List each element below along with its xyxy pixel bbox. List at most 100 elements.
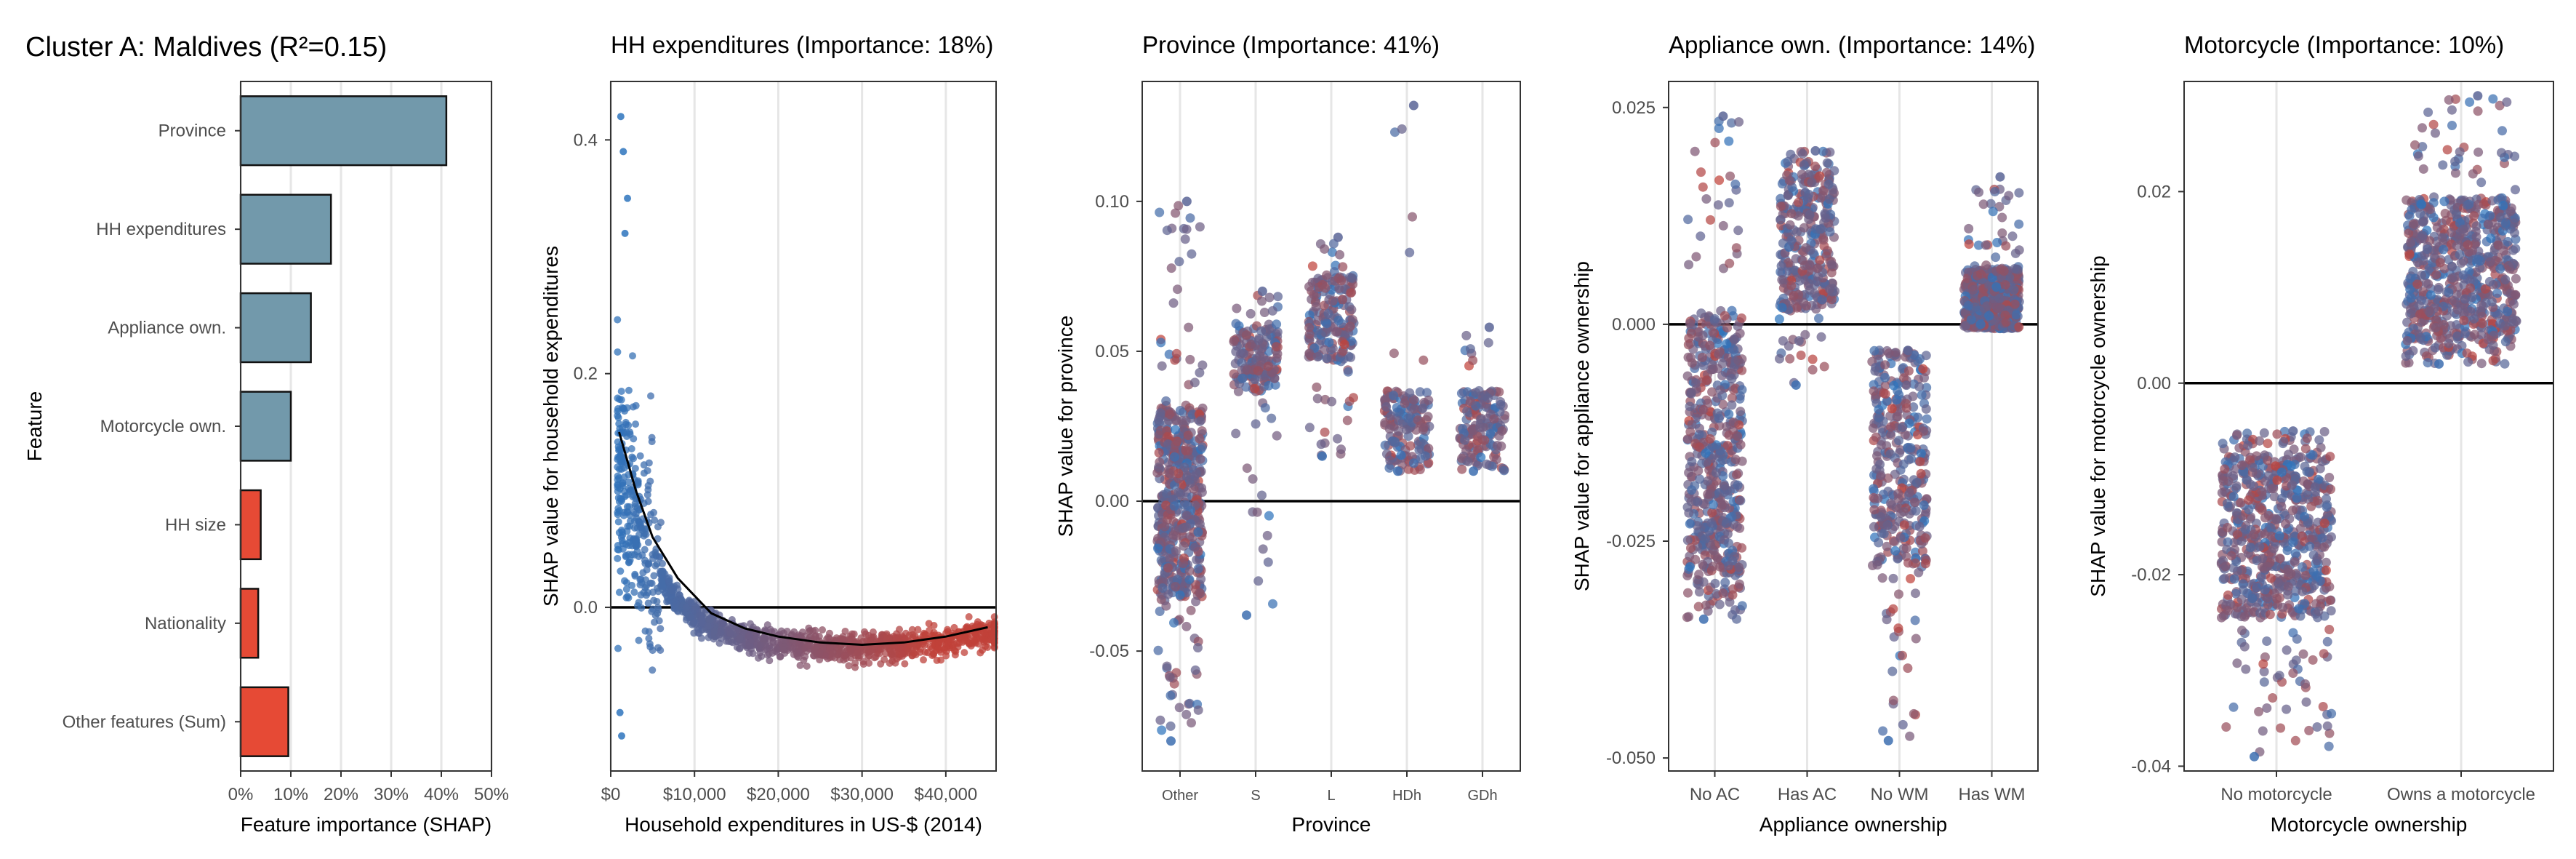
- data-point: [1873, 493, 1883, 503]
- data-point: [1903, 366, 1914, 376]
- data-point: [1690, 146, 1700, 156]
- data-point: [622, 586, 630, 594]
- data-point: [1320, 427, 1330, 437]
- data-point: [1888, 573, 1898, 583]
- data-point: [2004, 191, 2014, 201]
- data-point: [657, 647, 665, 655]
- data-point: [1701, 600, 1711, 610]
- data-point: [1693, 602, 1704, 612]
- data-point: [1465, 344, 1475, 354]
- data-point: [1734, 117, 1744, 127]
- data-point: [628, 581, 636, 589]
- data-point: [697, 615, 705, 623]
- y-axis-label: Feature: [23, 391, 46, 462]
- data-point: [1797, 149, 1807, 159]
- data-point: [1272, 349, 1283, 359]
- data-point: [842, 655, 850, 663]
- data-point: [629, 403, 637, 411]
- data-point: [2327, 708, 2337, 719]
- data-point: [1869, 505, 1879, 515]
- data-point: [1460, 435, 1470, 445]
- data-point: [1794, 336, 1804, 346]
- data-point: [1185, 213, 1195, 223]
- data-point: [2256, 572, 2266, 583]
- data-point: [614, 505, 622, 513]
- data-point: [2324, 741, 2334, 751]
- data-point: [1821, 213, 1831, 223]
- data-point: [1332, 327, 1342, 337]
- data-point: [1707, 387, 1717, 397]
- data-point: [1686, 328, 1696, 338]
- data-point: [1161, 601, 1171, 611]
- data-point: [2303, 494, 2314, 504]
- data-point: [646, 640, 654, 648]
- data-point: [1250, 375, 1260, 385]
- data-point: [1179, 559, 1188, 569]
- data-point: [1682, 434, 1693, 444]
- data-point: [1343, 367, 1353, 377]
- data-point: [621, 577, 629, 585]
- data-point: [1337, 295, 1347, 305]
- data-point: [1183, 431, 1193, 440]
- data-point: [1184, 575, 1195, 585]
- data-point: [1882, 521, 1892, 530]
- data-point: [1397, 124, 1407, 134]
- data-point: [819, 626, 827, 634]
- data-point: [1392, 402, 1402, 412]
- data-point: [1920, 533, 1930, 543]
- data-point: [1268, 599, 1277, 609]
- data-point: [954, 643, 962, 651]
- data-point: [1972, 271, 1982, 281]
- data-point: [1960, 321, 1970, 331]
- data-point: [1777, 275, 1787, 285]
- data-point: [688, 599, 696, 607]
- data-point: [1911, 588, 1920, 599]
- data-point: [1195, 367, 1205, 377]
- y-tick-label: Nationality: [145, 614, 226, 634]
- data-point: [933, 656, 941, 664]
- data-point: [1905, 731, 1915, 741]
- data-point: [2279, 426, 2290, 436]
- data-point: [2014, 322, 2024, 332]
- data-point: [1736, 440, 1746, 450]
- data-point: [1715, 562, 1725, 572]
- data-point: [1316, 439, 1326, 450]
- data-point: [1815, 193, 1826, 203]
- data-point: [687, 613, 695, 621]
- data-point: [1335, 249, 1345, 260]
- data-point: [1197, 360, 1208, 370]
- data-point: [963, 624, 971, 632]
- y-tick-label: -0.025: [1606, 532, 1656, 551]
- data-point: [1414, 445, 1424, 455]
- data-point: [1792, 227, 1802, 237]
- data-point: [2257, 487, 2267, 497]
- data-point: [2282, 645, 2292, 655]
- data-point: [2284, 450, 2293, 460]
- data-point: [1264, 380, 1274, 391]
- bar-province: [239, 95, 448, 167]
- data-point: [1979, 303, 1989, 313]
- data-point: [1349, 393, 1358, 403]
- data-point: [1181, 511, 1192, 521]
- data-point: [1245, 308, 1256, 319]
- data-point: [1181, 224, 1192, 234]
- data-point: [840, 636, 848, 644]
- data-point: [648, 607, 656, 615]
- data-point: [1737, 543, 1747, 553]
- data-point: [1870, 366, 1880, 376]
- data-point: [1682, 502, 1693, 512]
- data-point: [614, 644, 622, 652]
- bar-hh-expenditures: [239, 193, 332, 265]
- data-point: [1735, 393, 1745, 404]
- data-point: [2258, 726, 2268, 736]
- data-point: [1157, 725, 1167, 735]
- data-point: [845, 662, 853, 670]
- data-point: [1393, 466, 1403, 476]
- data-point: [1304, 423, 1315, 433]
- data-point: [1733, 225, 1744, 236]
- x-axis-label: Household expenditures in US-$ (2014): [625, 813, 982, 836]
- data-point: [1684, 260, 1694, 270]
- x-tick-label: $40,000: [914, 785, 977, 804]
- data-point: [1165, 721, 1176, 731]
- data-point: [1171, 582, 1181, 591]
